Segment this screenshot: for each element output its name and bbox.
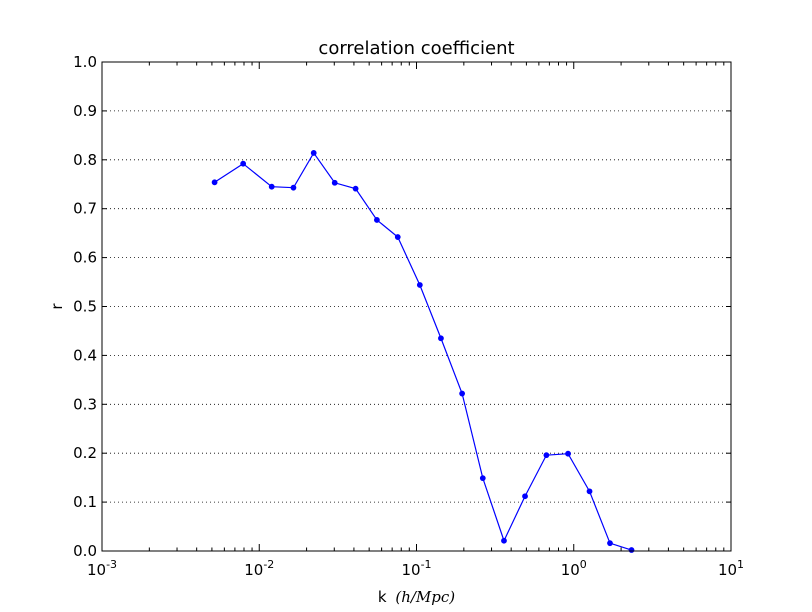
series-line xyxy=(214,151,632,551)
data-point xyxy=(240,160,247,167)
chart-title: correlation coefficient xyxy=(318,38,514,59)
x-axis-label: k (h/Mpc) xyxy=(378,588,455,606)
y-tick-label: 0.4 xyxy=(73,346,97,364)
data-point xyxy=(565,450,571,457)
x-tick-label: 10-3 xyxy=(87,558,117,579)
data-point xyxy=(394,234,401,240)
x-tick-label: 100 xyxy=(561,558,587,579)
data-point xyxy=(374,217,380,223)
data-point xyxy=(310,150,317,156)
y-tick-label: 0.6 xyxy=(73,249,97,267)
y-axis-label: r xyxy=(48,303,66,310)
data-point xyxy=(501,537,507,544)
y-tick-label: 0.3 xyxy=(73,395,97,413)
data-point xyxy=(211,179,218,186)
data-point xyxy=(290,184,297,191)
y-tick-label: 1.0 xyxy=(73,53,97,71)
x-tick-label: 10-1 xyxy=(401,558,431,579)
data-point xyxy=(607,540,613,547)
data-point xyxy=(628,547,635,553)
data-point xyxy=(416,282,423,288)
x-tick-label: 10-2 xyxy=(244,558,274,579)
data-point xyxy=(352,185,359,192)
axis-ticks: 0.0 0.1 0.2 0.3 0.4 0.5 0.6 0.7 0.8 0.9 1.0 10-3 10-… xyxy=(73,53,744,579)
grid-lines xyxy=(102,61,731,552)
x-axis-label-unit: (h/Mpc) xyxy=(395,588,455,606)
data-point xyxy=(268,183,275,190)
y-tick-label: 0.8 xyxy=(73,151,97,169)
data-point xyxy=(438,335,444,342)
y-tick-label: 0.1 xyxy=(73,493,97,511)
y-tick-label: 0.9 xyxy=(73,102,97,120)
data-point xyxy=(522,493,528,500)
data-point xyxy=(331,179,338,186)
y-tick-label: 0.7 xyxy=(73,200,97,218)
x-axis-label-var: k xyxy=(378,588,387,606)
series-layer xyxy=(211,150,635,553)
x-tick-label: 101 xyxy=(718,558,744,579)
data-point xyxy=(543,452,550,459)
data-point xyxy=(479,475,486,482)
data-point xyxy=(586,488,593,495)
y-tick-label: 0.5 xyxy=(73,298,97,316)
y-tick-label: 0.2 xyxy=(73,444,97,462)
y-tick-label: 0.0 xyxy=(73,542,97,560)
data-point xyxy=(459,390,466,397)
